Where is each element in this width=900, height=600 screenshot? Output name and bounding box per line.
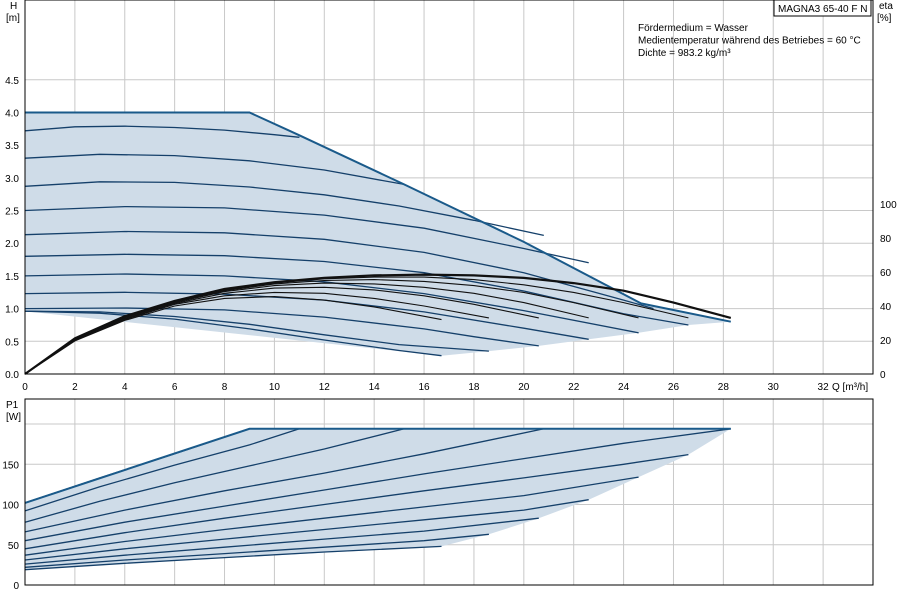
efficiency-curve [24,279,639,375]
power-curve [24,545,442,571]
x-tick-label: 4 [122,382,128,393]
x-tick-label: 10 [269,382,281,393]
efficiency-curve [24,276,689,375]
power-axis-unit: [W] [6,412,21,423]
x-tick-label: 28 [718,382,730,393]
power-curve [24,499,589,561]
power-max-envelope [24,427,731,504]
power-curve [24,428,544,533]
eta-axis-unit: [%] [877,13,892,24]
x-tick-label: 14 [369,382,381,393]
model-label: MAGNA3 65-40 F N [778,4,867,15]
head-curve [24,273,639,334]
x-tick-label: 30 [768,382,780,393]
x-tick-label: 6 [172,382,178,393]
power-curve [24,428,300,512]
eta-tick-label: 80 [880,234,892,245]
power-y-tick-label: 0 [13,581,19,592]
eta-tick-label: 20 [880,336,892,347]
power-y-tick-label: 50 [8,541,20,552]
plot-frame [24,0,874,375]
x-tick-label: 24 [618,382,630,393]
head-panel: 0.00.51.01.52.02.53.03.54.04.50 2 4 6 8 10 12 1… [5,0,897,393]
head-curve [24,205,589,264]
efficiency-curve [24,291,489,375]
x-tick-label: 22 [568,382,580,393]
medium-info-line: Fördermedium = Wasser [638,23,749,34]
x-tick-label: 16 [418,382,430,393]
x-axis-label: Q [m³/h] [832,382,868,393]
power-operating-area [25,428,731,569]
y-tick-label: 2.0 [5,239,19,250]
efficiency-curve [24,282,589,375]
power-curve [24,476,639,556]
power-y-tick-label: 100 [2,501,19,512]
power-plot-frame [24,398,874,586]
eta-tick-label: 100 [880,200,897,211]
y-tick-label: 3.0 [5,174,19,185]
y-tick-label: 1.0 [5,305,19,316]
operating-area [25,112,731,356]
x-tick-label: 18 [468,382,480,393]
x-tick-label: 0 [22,382,28,393]
power-curve [24,428,405,523]
head-curve [24,181,544,237]
head-curve [24,307,539,347]
y-tick-label: 4.0 [5,108,19,119]
eta-axis-label: eta [879,1,893,12]
head-curve [24,310,489,352]
head-curve [24,310,442,357]
head-curve [24,125,300,138]
power-axis-label: P1 [6,400,19,411]
eta-tick-label: 0 [880,370,886,381]
y-tick-label: 0.0 [5,370,19,381]
eta-tick-label: 60 [880,268,892,279]
y-tick-label: 4.5 [5,76,19,87]
x-tick-label: 20 [518,382,530,393]
efficiency-curve [24,296,442,375]
y-tick-label: 3.5 [5,141,19,152]
y-tick-label: 2.5 [5,207,19,218]
head-curve [24,153,405,186]
y-axis-unit: [m] [6,13,20,24]
x-tick-label: 32 [818,382,830,393]
eta-tick-label: 40 [880,302,892,313]
x-tick-label: 12 [319,382,331,393]
y-tick-label: 1.5 [5,272,19,283]
power-panel: 0 50 100 150 P1[W] [2,398,874,592]
power-curve [24,453,689,550]
model-label-box [773,0,872,17]
medium-info-line: Dichte = 983.2 kg/m³ [638,48,731,59]
x-tick-label: 8 [222,382,228,393]
power-curve [24,428,731,542]
power-curve [24,533,489,568]
max-curve-envelope [25,111,731,323]
x-tick-label: 26 [668,382,680,393]
y-tick-label: 0.5 [5,337,19,348]
head-curve [24,230,654,310]
y-axis-label: H [10,1,17,12]
x-tick-label: 2 [72,382,78,393]
power-curve [24,517,539,565]
medium-info-line: Medientemperatur während des Betriebes =… [638,36,861,47]
power-y-tick-label: 150 [2,460,19,471]
